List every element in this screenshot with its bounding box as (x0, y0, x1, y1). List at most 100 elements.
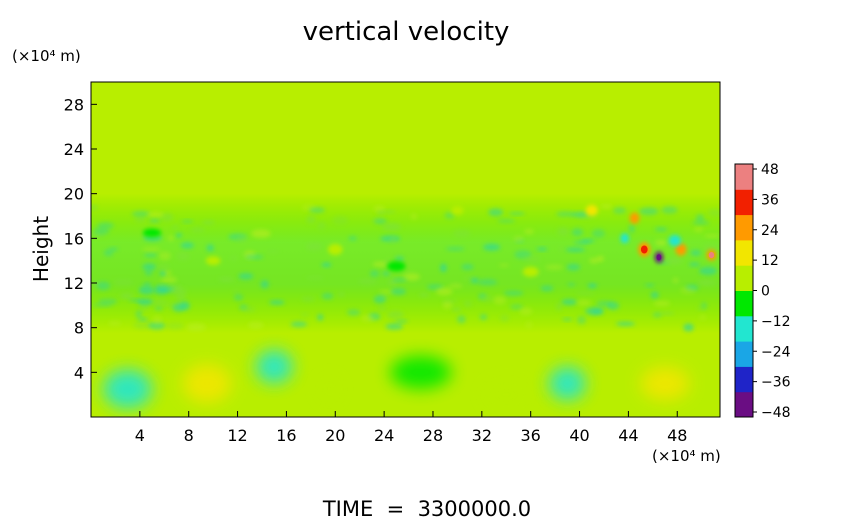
turbulence-mark (596, 300, 613, 308)
turbulence-mark (389, 235, 396, 244)
turbulence-mark (167, 235, 175, 242)
turbulence-mark (138, 317, 149, 321)
turbulence-mark (244, 254, 264, 260)
turbulence-mark (266, 249, 280, 254)
turbulence-mark (691, 220, 710, 225)
plot-frame (90, 81, 721, 418)
colorbar-swatch (735, 391, 753, 418)
turbulence-mark (138, 285, 155, 295)
turbulence-mark (394, 255, 405, 262)
turbulence-mark (576, 299, 592, 306)
turbulence-mark (587, 283, 598, 289)
turbulence-mark (91, 205, 99, 210)
turbulence-mark (697, 279, 717, 286)
time-footer: TIME = 3300000.0 (322, 497, 531, 519)
turbulence-mark (113, 278, 134, 286)
turbulence-mark (470, 277, 479, 284)
heatmap-feature (387, 261, 406, 272)
turbulence-mark (557, 246, 565, 252)
heatmap-feature (481, 377, 531, 412)
turbulence-mark (218, 277, 235, 282)
turbulence-mark (129, 298, 143, 302)
x-unit-label: (×10⁴ m) (652, 447, 721, 465)
turbulence-mark (659, 311, 675, 315)
turbulence-mark (499, 314, 510, 322)
turbulence-mark (448, 283, 463, 289)
turbulence-mark (591, 308, 604, 315)
heatmap-feature-core (640, 245, 648, 254)
turbulence-mark (565, 247, 586, 252)
turbulence-mark (536, 247, 548, 251)
turbulence-mark (435, 287, 453, 296)
turbulence-mark (403, 272, 421, 281)
turbulence-mark (361, 314, 375, 322)
colorbar-tick-label: 0 (761, 284, 770, 300)
plot-area (90, 81, 721, 418)
colorbar-swatch (735, 164, 753, 190)
heatmap-feature-core (708, 252, 715, 259)
turbulence-mark (695, 214, 705, 222)
turbulence-mark (513, 235, 525, 243)
turbulence-mark (672, 277, 679, 284)
y-unit-label: (×10⁴ m) (12, 47, 81, 65)
colorbar-tick-label: −36 (761, 375, 791, 391)
turbulence-mark (464, 300, 472, 308)
turbulence-mark (143, 282, 152, 287)
colorbar-swatch (735, 341, 753, 367)
turbulence-mark (510, 304, 524, 310)
turbulence-mark (479, 314, 488, 320)
turbulence-mark (306, 275, 325, 281)
x-tick-label: 20 (325, 426, 345, 445)
x-tick-label: 16 (276, 426, 296, 445)
heatmap-feature (549, 366, 586, 401)
turbulence-mark (260, 280, 269, 289)
x-tick-label: 12 (227, 426, 247, 445)
turbulence-mark (290, 321, 308, 328)
turbulence-mark (231, 289, 240, 294)
turbulence-mark (387, 310, 405, 320)
y-tick-label: 20 (64, 185, 84, 204)
y-tick-label: 12 (64, 274, 84, 293)
turbulence-mark (133, 321, 152, 330)
turbulence-mark (157, 283, 166, 287)
y-tick-label: 28 (64, 95, 84, 114)
colorbar-ticks: 48 36 24 12 0 −12 −24 −36 −48 (753, 162, 791, 421)
turbulence-mark (358, 278, 377, 285)
turbulence-mark (229, 255, 238, 261)
turbulence-mark (571, 228, 584, 237)
turbulence-mark (139, 304, 150, 311)
turbulence-mark (461, 263, 474, 270)
colorbar-tick-label: −12 (761, 314, 791, 330)
turbulence-mark (91, 264, 95, 272)
turbulence-mark (151, 299, 168, 306)
colorbar-swatch (735, 214, 753, 241)
x-tick-label: 28 (423, 426, 443, 445)
turbulence-mark (321, 262, 332, 268)
colorbar: 48 36 24 12 0 −12 −24 −36 −48 (734, 162, 791, 421)
turbulence-mark (103, 249, 114, 257)
turbulence-mark (440, 263, 447, 273)
turbulence-mark (153, 286, 169, 295)
heatmap-feature (668, 234, 681, 247)
turbulence-mark (600, 204, 612, 209)
turbulent-layer (91, 193, 720, 334)
turbulence-mark (166, 322, 185, 330)
turbulence-mark (135, 310, 143, 319)
heatmap-feature (142, 228, 162, 238)
turbulence-mark (390, 287, 407, 296)
heatmap-feature (640, 366, 690, 401)
turbulence-mark (376, 306, 388, 311)
turbulence-mark (615, 321, 636, 327)
colorbar-tick-label: 48 (761, 162, 779, 178)
turbulence-mark (488, 208, 504, 217)
turbulence-mark (321, 292, 334, 300)
turbulence-mark (158, 251, 172, 261)
turbulence-mark (557, 227, 570, 236)
turbulence-mark (525, 321, 533, 329)
turbulence-mark (186, 323, 207, 332)
heatmap-feature (585, 204, 598, 217)
turbulence-mark (305, 242, 323, 252)
turbulence-mark (591, 228, 606, 238)
colorbar-swatches (735, 164, 753, 418)
turbulence-mark (385, 323, 404, 330)
